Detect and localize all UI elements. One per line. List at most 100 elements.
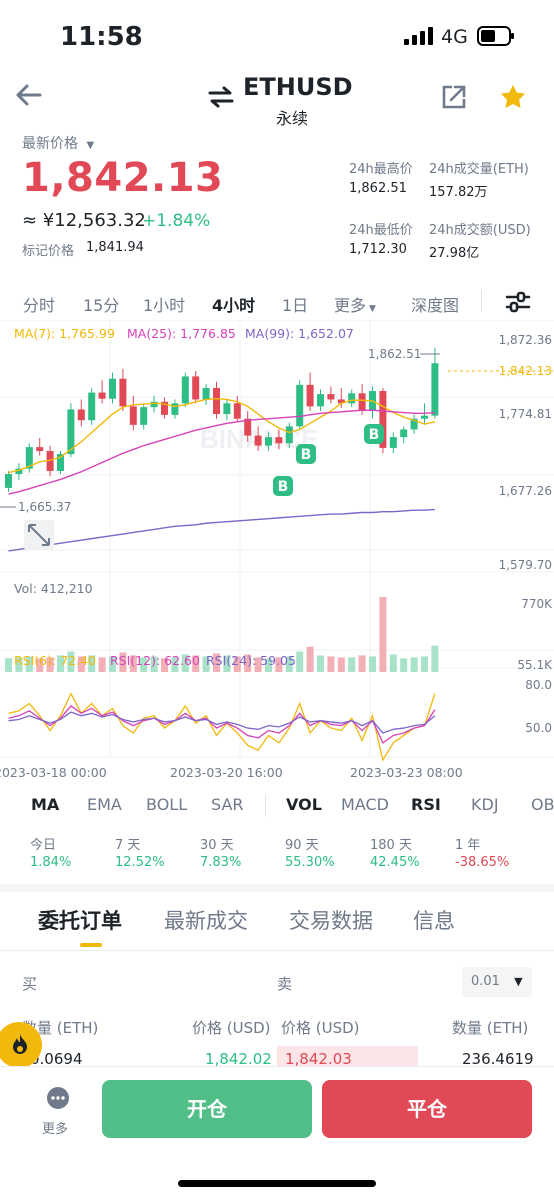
price-tick: 1,872.36: [499, 333, 552, 347]
rsi24-line: [8, 711, 436, 734]
close-position-button[interactable]: 平仓: [322, 1080, 532, 1138]
candle-body: [192, 376, 200, 400]
volume-bar: [431, 645, 439, 672]
volume-bar: [161, 658, 168, 672]
perf-label: 今日: [30, 838, 57, 853]
interval-1d[interactable]: 1日: [282, 296, 309, 315]
candle-body: [98, 392, 106, 399]
volume-bar: [400, 658, 408, 672]
candle-body: [337, 399, 345, 404]
back-arrow-icon[interactable]: [14, 80, 44, 110]
volume-bar: [202, 656, 210, 672]
high-24h-label: 24h最高价: [349, 162, 413, 177]
tab-trading-data[interactable]: 交易数据: [289, 909, 373, 933]
perf-label: 30 天: [200, 838, 234, 853]
rsi24-legend: RSI(24): 59.05: [206, 653, 296, 668]
candle-body: [88, 392, 96, 421]
rsi-tick: 50.0: [525, 721, 552, 735]
chart-settings-icon[interactable]: [505, 290, 531, 314]
buy-marker-bg: [273, 476, 293, 496]
indicator-ma[interactable]: MA: [31, 795, 60, 814]
candle-body: [327, 394, 335, 400]
indicator-sar[interactable]: SAR: [211, 795, 244, 814]
candle-body: [202, 387, 210, 400]
perf-label: 7 天: [115, 838, 141, 853]
indicator-boll[interactable]: BOLL: [146, 795, 188, 814]
kline-chart[interactable]: BINANCE BBB MA(7): 1,765.99 MA(25): 1,77…: [0, 320, 554, 782]
candle-body: [244, 418, 252, 436]
switch-pair-icon[interactable]: [208, 86, 234, 108]
divider: [481, 290, 482, 312]
volume-bar: [348, 657, 356, 672]
volume-bar: [5, 658, 12, 672]
volume-bar: [98, 657, 106, 672]
candle-body: [46, 450, 54, 471]
active-tab-indicator: [80, 943, 102, 947]
perf-label: 90 天: [285, 838, 319, 853]
volume-bar: [379, 597, 387, 672]
volume-bar: [421, 656, 428, 672]
volume-bar: [192, 655, 200, 672]
candle-body: [150, 401, 158, 408]
volume-bar: [88, 655, 96, 672]
contract-type: 永续: [276, 109, 309, 128]
candle-body: [348, 393, 356, 404]
favorite-star-icon[interactable]: [499, 83, 527, 111]
volume-bar: [254, 657, 262, 672]
indicator-macd[interactable]: MACD: [341, 795, 389, 814]
price-tick: 1,579.70: [499, 558, 552, 572]
x-tick: 2023-03-18 00:00: [0, 765, 107, 780]
share-icon[interactable]: [441, 84, 467, 110]
volume-bar: [57, 655, 64, 672]
more-label: 更多: [42, 1122, 69, 1137]
volume-bar: [327, 656, 335, 672]
volume-bar: [389, 654, 397, 672]
depth-precision-select[interactable]: 0.01 ▼: [462, 967, 532, 997]
candle-body: [36, 447, 44, 451]
volume-bar: [265, 658, 272, 672]
hot-float-button[interactable]: [0, 1022, 42, 1068]
chart-markers: BBB: [273, 424, 384, 496]
volume-tick: 55.1K: [517, 658, 553, 672]
tab-orders[interactable]: 委托订单: [38, 909, 122, 933]
indicator-ema[interactable]: EMA: [87, 795, 122, 814]
interval-time[interactable]: 分时: [23, 296, 56, 315]
caret-down-icon: ▼: [86, 140, 95, 151]
expand-chart-icon[interactable]: [24, 520, 54, 550]
rsi6-line: [8, 692, 436, 762]
ask-price[interactable]: 1,842.03: [285, 1050, 352, 1068]
ask-price-header: 价格 (USD): [281, 1019, 360, 1037]
buy-marker-label: B: [278, 479, 289, 495]
volume-legend: Vol: 412,210: [14, 581, 93, 596]
candle-body: [358, 393, 366, 412]
more-button[interactable]: [40, 1084, 76, 1120]
interval-more[interactable]: 更多 ▼: [334, 292, 376, 316]
interval-depth[interactable]: 深度图: [411, 296, 460, 315]
indicator-kdj[interactable]: KDJ: [471, 795, 499, 814]
candle-body: [233, 403, 241, 419]
interval-15m[interactable]: 15分: [83, 296, 120, 315]
buy-marker-label: B: [369, 427, 380, 443]
volume-bar: [275, 657, 283, 672]
ask-qty-header: 数量 (ETH): [452, 1019, 529, 1037]
buy-marker-label: B: [301, 447, 312, 463]
buy-marker: B: [273, 476, 293, 496]
volume-bars: [5, 597, 439, 672]
approx-cny-price: ≈ ¥12,563.32: [22, 210, 146, 231]
open-position-button[interactable]: 开仓: [102, 1080, 312, 1138]
volume-bar: [150, 656, 158, 672]
bid-price[interactable]: 1,842.02: [205, 1050, 272, 1068]
indicator-obv[interactable]: OB: [531, 795, 554, 814]
buy-marker-bg: [296, 444, 316, 464]
interval-1h[interactable]: 1小时: [143, 296, 186, 315]
candle-body: [265, 437, 272, 446]
rsi12-legend: RSI(12): 62.60: [110, 653, 200, 668]
tab-info[interactable]: 信息: [413, 909, 455, 933]
volume-bar: [244, 654, 252, 672]
latest-price-selector[interactable]: 最新价格 ▼: [22, 133, 94, 153]
pair-symbol[interactable]: ETHUSD: [243, 73, 353, 101]
interval-4h[interactable]: 4小时: [212, 296, 256, 315]
indicator-vol[interactable]: VOL: [286, 795, 322, 814]
tab-trades[interactable]: 最新成交: [164, 909, 248, 933]
indicator-rsi[interactable]: RSI: [411, 795, 441, 814]
